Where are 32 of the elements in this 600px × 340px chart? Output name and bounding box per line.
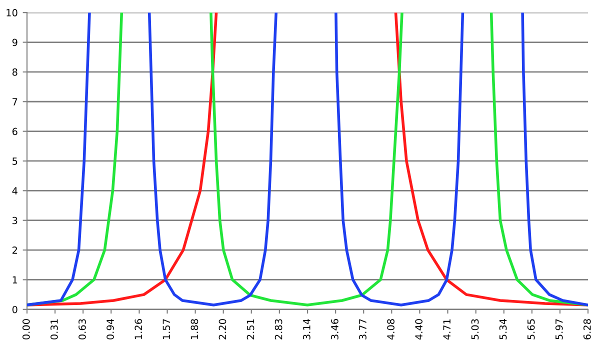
y-tick-label: 9: [12, 38, 18, 46]
y-tick-label: 7: [12, 98, 18, 106]
x-tick-label: 5.97: [555, 319, 563, 340]
x-tick-label: 1.57: [162, 319, 170, 340]
y-tick-label: 1: [12, 276, 18, 284]
y-tick-label: 6: [12, 128, 18, 136]
x-tick-label: 0.31: [50, 319, 58, 340]
x-tick-label: 2.51: [246, 319, 254, 340]
x-tick-label: 4.40: [415, 319, 423, 340]
x-tick-label: 5.65: [527, 319, 535, 340]
y-tick-label: 5: [12, 158, 18, 165]
x-tick-label: 1.26: [134, 319, 142, 340]
y-tick-label: 10: [6, 9, 18, 16]
x-tick-label: 1.88: [190, 319, 198, 340]
x-tick-label: 4.71: [443, 319, 450, 340]
x-tick-label: 4.08: [387, 319, 394, 340]
y-tick-label: 2: [12, 246, 17, 254]
y-tick-label: 0: [12, 306, 18, 314]
x-tick-label: 2.20: [218, 319, 226, 340]
x-tick-label: 3.77: [359, 319, 366, 340]
y-tick-label: 3: [12, 216, 18, 224]
x-tick-label: 2.83: [274, 319, 282, 340]
x-tick-label: 6.28: [583, 319, 591, 340]
x-tick-label: 3.46: [331, 319, 338, 340]
x-tick-label: 0.00: [22, 319, 30, 340]
y-tick-label: 8: [12, 68, 18, 76]
x-tick-label: 0.94: [106, 318, 114, 340]
x-tick-label: 5.03: [471, 319, 479, 340]
x-tick-label: 5.34: [499, 318, 507, 340]
x-tick-label: 3.14: [303, 318, 310, 340]
x-tick-label: 0.63: [78, 319, 86, 340]
y-tick-label: 4: [12, 187, 18, 194]
